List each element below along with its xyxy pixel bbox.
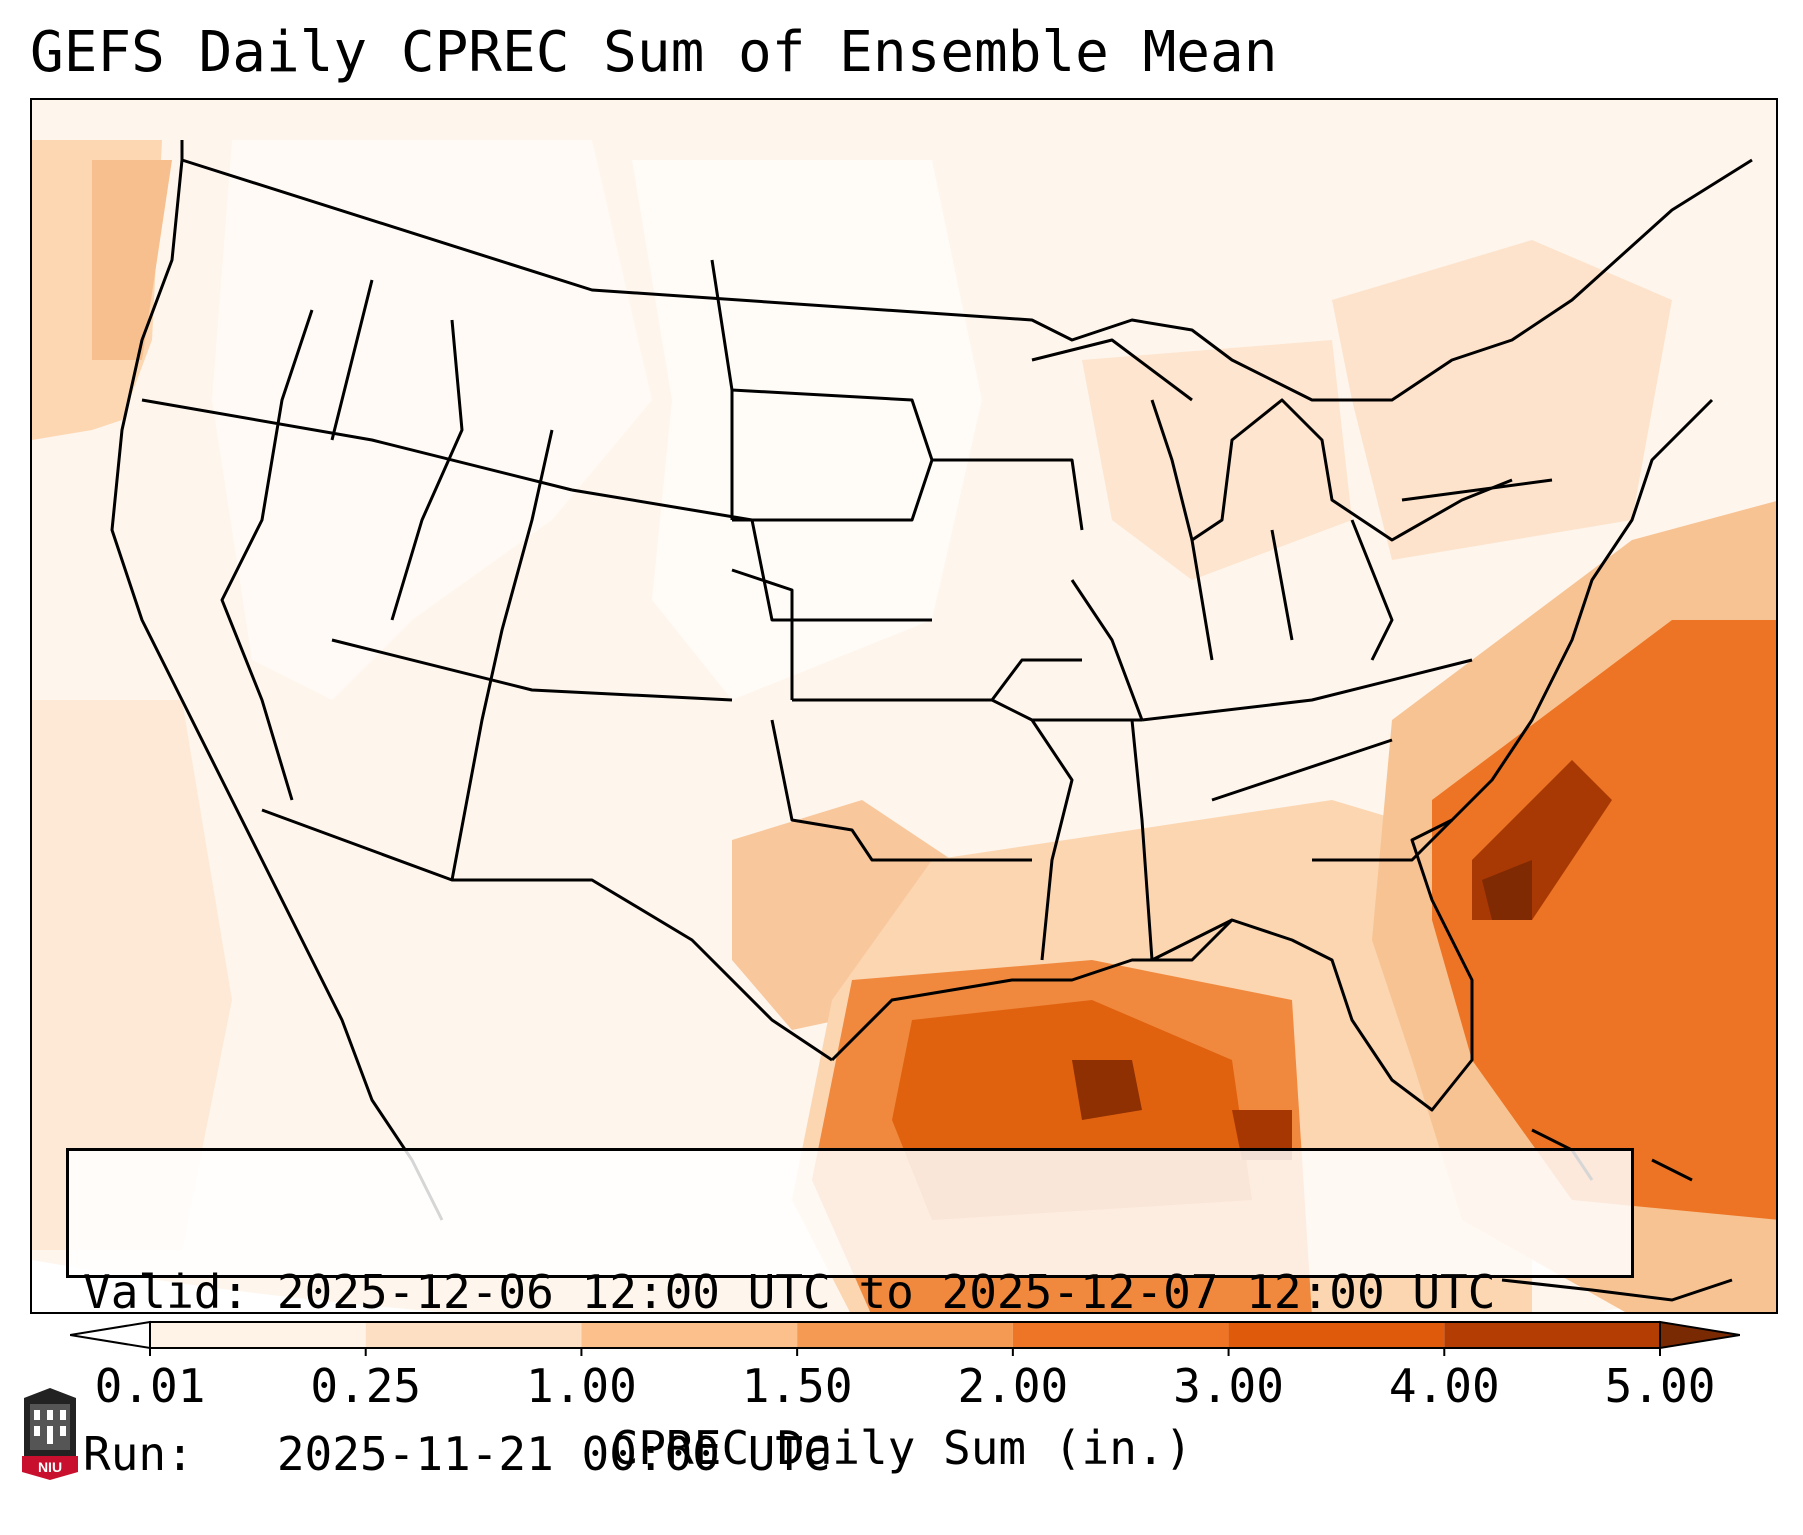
boundaries (110, 140, 1753, 1221)
colorbar-tick-label: 1.50 (741, 1359, 853, 1413)
niu-castle-icon (22, 1388, 78, 1480)
colorbar-segment (1444, 1322, 1660, 1348)
precip-max-atlantic-core (1482, 860, 1532, 920)
niu-logo: NIU (22, 1388, 78, 1480)
canada-us-border (180, 140, 1753, 402)
map-panel[interactable] (30, 98, 1778, 1314)
colorbar-tick-label: 1.00 (526, 1359, 637, 1413)
precip-map[interactable] (32, 100, 1778, 1314)
colorbar-outline (149, 1321, 1661, 1349)
niu-logo-text: NIU (38, 1459, 62, 1475)
great-lakes (1031, 338, 1513, 542)
mexico-border (261, 808, 833, 1062)
validity-info-box: Valid: 2025-12-06 12:00 UTC to 2025-12-0… (66, 1148, 1634, 1481)
colorbar-tick-label: 0.25 (310, 1359, 422, 1413)
colorbar (70, 1320, 1740, 1356)
state-lines-central (710, 259, 1154, 961)
colorbar-tick-label: 3.00 (1173, 1359, 1284, 1413)
colorbar-tick-label: 5.00 (1604, 1359, 1716, 1413)
colorbar-under-arrow (70, 1320, 151, 1350)
map-title: GEFS Daily CPREC Sum of Ensemble Mean (30, 20, 1278, 85)
precip-patch-west (212, 140, 652, 700)
gulf-coast (830, 398, 1714, 1112)
precip-patch-pacific-nw-core (92, 160, 172, 360)
colorbar-tick-label: 2.00 (957, 1359, 1069, 1413)
precip-patch-plains (632, 160, 982, 700)
precip-patch-pacific-sw (32, 700, 232, 1250)
colorbar-tick-label: 4.00 (1388, 1359, 1500, 1413)
colorbar-tick-label: 0.01 (94, 1359, 206, 1413)
colorbar-segment (1012, 1322, 1229, 1348)
valid-time-text: Valid: 2025-12-06 12:00 UTC to 2025-12-0… (83, 1265, 1496, 1319)
colorbar-segment (797, 1322, 1013, 1348)
state-lines-east (1141, 478, 1553, 962)
precip-max-gulf-east (1232, 1110, 1292, 1160)
run-time-text: Run: 2025-11-21 00:00 UTC (83, 1427, 831, 1481)
colorbar-segment (581, 1322, 798, 1348)
colorbar-segment (365, 1322, 582, 1348)
pacific-coast (110, 159, 444, 1221)
precip-patch-northeast (1332, 240, 1672, 560)
precip-patch-atlantic-core (1432, 620, 1776, 1220)
state-lines-west (141, 279, 932, 881)
colorbar-over-arrow (1659, 1320, 1740, 1350)
precip-patch-great-lakes (1082, 340, 1352, 580)
colorbar-segment (1228, 1322, 1445, 1348)
colorbar-segment (150, 1322, 366, 1348)
domain-edge-left (32, 1260, 442, 1312)
precip-max-gulf (1072, 1060, 1142, 1120)
colorbar-label: CPREC Daily Sum (in.) (610, 1421, 1193, 1475)
